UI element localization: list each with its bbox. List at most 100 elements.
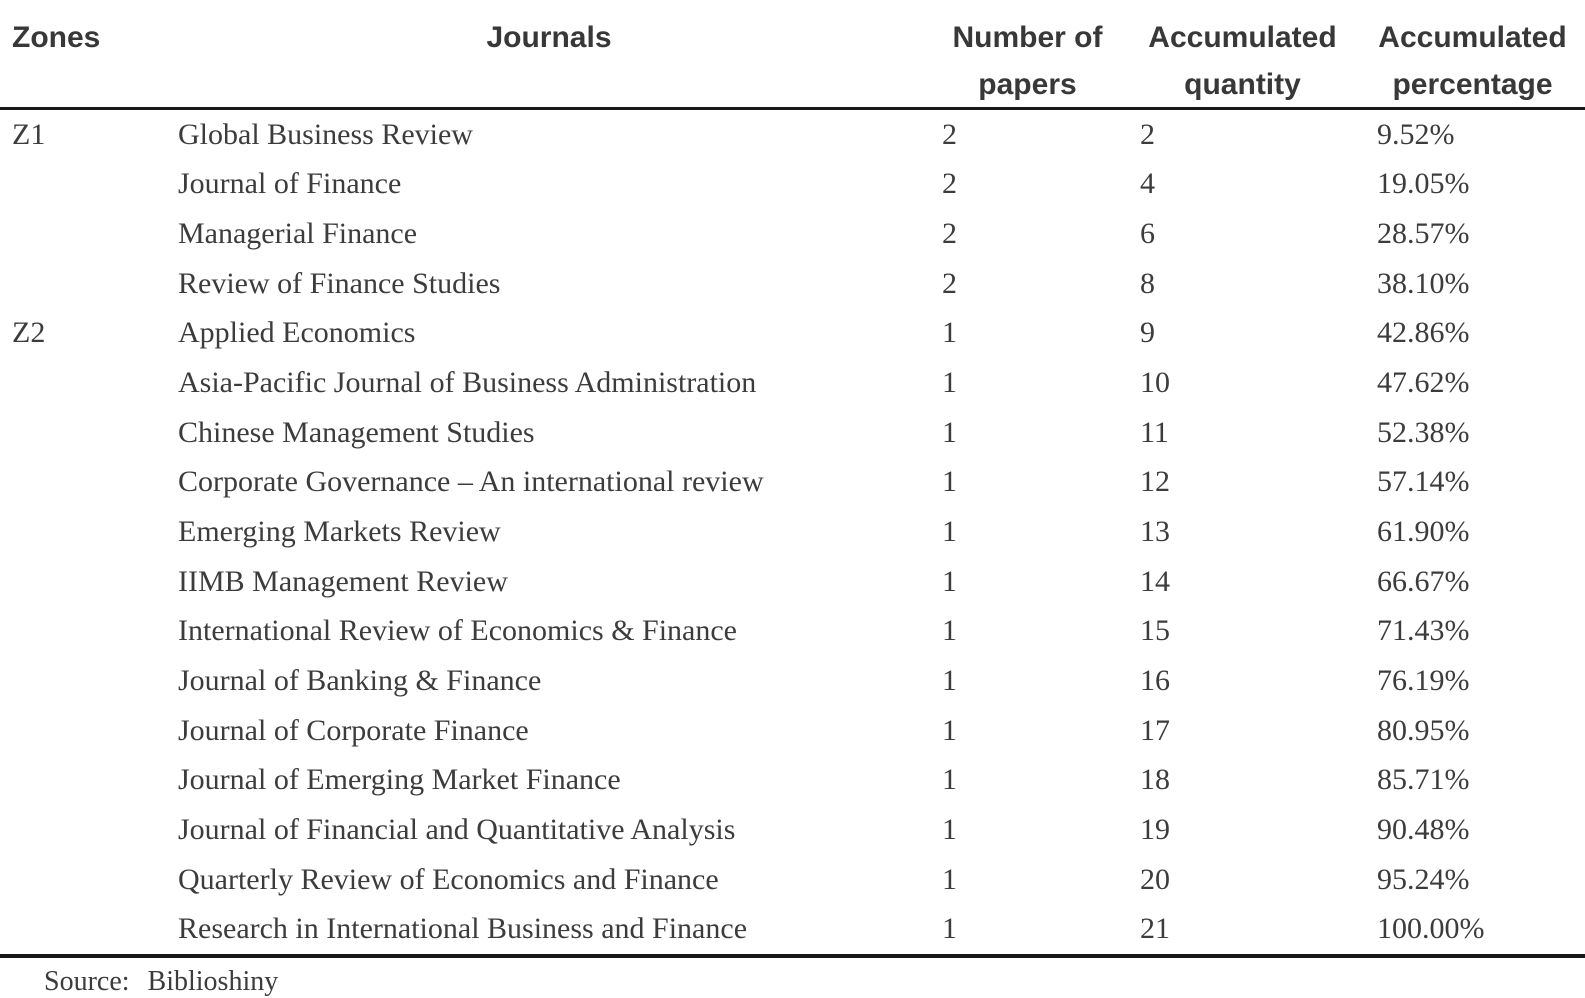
table-row: IIMB Management Review 1 14 66.67% (0, 557, 1585, 607)
column-header-zones: Zones (12, 21, 101, 54)
table-row: Journal of Emerging Market Finance 1 18 … (0, 755, 1585, 805)
journal-cell: Quarterly Review of Economics and Financ… (178, 862, 719, 896)
accumulated-quantity-cell: 17 (1140, 713, 1170, 747)
accumulated-quantity-cell: 15 (1140, 614, 1170, 648)
table-row: Review of Finance Studies 2 8 38.10% (0, 259, 1585, 309)
column-header-papers-line2: papers (978, 68, 1077, 101)
accumulated-quantity-cell: 16 (1140, 663, 1170, 697)
zone-cell: Z1 (12, 117, 46, 151)
column-header-papers-line1: Number of (952, 21, 1103, 54)
number-of-papers-cell: 1 (942, 465, 957, 499)
number-of-papers-cell: 1 (942, 912, 957, 946)
number-of-papers-cell: 1 (942, 614, 957, 648)
accumulated-quantity-cell: 20 (1140, 862, 1170, 896)
accumulated-percentage-cell: 42.86% (1377, 316, 1470, 350)
column-header-percentage-line1: Accumulated (1378, 21, 1567, 54)
number-of-papers-cell: 2 (942, 217, 957, 251)
journal-cell: Journal of Banking & Finance (178, 663, 542, 697)
accumulated-percentage-cell: 38.10% (1377, 266, 1470, 300)
accumulated-percentage-cell: 19.05% (1377, 167, 1470, 201)
accumulated-percentage-cell: 52.38% (1377, 415, 1470, 449)
journal-cell: Review of Finance Studies (178, 266, 501, 300)
column-header-accumulated-quantity: Accumulated quantity (1125, 14, 1360, 108)
table-row: Quarterly Review of Economics and Financ… (0, 855, 1585, 905)
number-of-papers-cell: 1 (942, 564, 957, 598)
table-row: International Review of Economics & Fina… (0, 606, 1585, 656)
journal-cell: Asia-Pacific Journal of Business Adminis… (178, 366, 757, 400)
table-header-row: Zones Journals Number of papers Accumula… (0, 0, 1585, 110)
table-row: Corporate Governance – An international … (0, 458, 1585, 508)
number-of-papers-cell: 1 (942, 316, 957, 350)
number-of-papers-cell: 1 (942, 862, 957, 896)
accumulated-percentage-cell: 61.90% (1377, 514, 1470, 548)
column-header-quantity-line1: Accumulated (1148, 21, 1337, 54)
table-row: Journal of Banking & Finance 1 16 76.19% (0, 656, 1585, 706)
accumulated-percentage-cell: 90.48% (1377, 812, 1470, 846)
journal-cell: Corporate Governance – An international … (178, 465, 764, 499)
accumulated-quantity-cell: 19 (1140, 812, 1170, 846)
source-label: Source: (44, 966, 130, 997)
table-row: Chinese Management Studies 1 11 52.38% (0, 408, 1585, 458)
accumulated-percentage-cell: 9.52% (1377, 117, 1455, 151)
accumulated-percentage-cell: 28.57% (1377, 217, 1470, 251)
accumulated-quantity-cell: 6 (1140, 217, 1155, 251)
journal-cell: Chinese Management Studies (178, 415, 535, 449)
journal-cell: Research in International Business and F… (178, 912, 748, 946)
accumulated-percentage-cell: 95.24% (1377, 862, 1470, 896)
number-of-papers-cell: 2 (942, 266, 957, 300)
table-row: Journal of Finance 2 4 19.05% (0, 160, 1585, 210)
number-of-papers-cell: 1 (942, 415, 957, 449)
source-value: Biblioshiny (147, 966, 279, 997)
column-header-number-of-papers: Number of papers (930, 14, 1125, 108)
accumulated-percentage-cell: 71.43% (1377, 614, 1470, 648)
column-header-quantity-line2: quantity (1184, 68, 1301, 101)
table-row: Research in International Business and F… (0, 904, 1585, 954)
accumulated-quantity-cell: 13 (1140, 514, 1170, 548)
table-row: Z2 Applied Economics 1 9 42.86% (0, 309, 1585, 359)
table-row: Journal of Financial and Quantitative An… (0, 805, 1585, 855)
accumulated-percentage-cell: 100.00% (1377, 912, 1485, 946)
journal-cell: Journal of Emerging Market Finance (178, 763, 621, 797)
journal-cell: Journal of Financial and Quantitative An… (178, 812, 736, 846)
accumulated-quantity-cell: 12 (1140, 465, 1170, 499)
accumulated-quantity-cell: 10 (1140, 366, 1170, 400)
accumulated-quantity-cell: 9 (1140, 316, 1155, 350)
accumulated-percentage-cell: 85.71% (1377, 763, 1470, 797)
table-row: Emerging Markets Review 1 13 61.90% (0, 507, 1585, 557)
accumulated-percentage-cell: 47.62% (1377, 366, 1470, 400)
table-row: Journal of Corporate Finance 1 17 80.95% (0, 706, 1585, 756)
number-of-papers-cell: 1 (942, 812, 957, 846)
source-note: Source: Biblioshiny (44, 966, 278, 998)
accumulated-percentage-cell: 57.14% (1377, 465, 1470, 499)
journal-cell: Applied Economics (178, 316, 416, 350)
journal-cell: Global Business Review (178, 117, 473, 151)
journal-cell: International Review of Economics & Fina… (178, 614, 737, 648)
table-body: Z1 Global Business Review 2 2 9.52% Jour… (0, 110, 1585, 958)
accumulated-quantity-cell: 21 (1140, 912, 1170, 946)
table-row: Z1 Global Business Review 2 2 9.52% (0, 110, 1585, 160)
journal-cell: Emerging Markets Review (178, 514, 501, 548)
table-row: Managerial Finance 2 6 28.57% (0, 209, 1585, 259)
journal-cell: Journal of Finance (178, 167, 402, 201)
journal-cell: IIMB Management Review (178, 564, 508, 598)
column-header-journals: Journals (486, 21, 612, 54)
number-of-papers-cell: 2 (942, 167, 957, 201)
accumulated-quantity-cell: 4 (1140, 167, 1155, 201)
table-row: Asia-Pacific Journal of Business Adminis… (0, 358, 1585, 408)
number-of-papers-cell: 1 (942, 713, 957, 747)
number-of-papers-cell: 2 (942, 117, 957, 151)
journal-cell: Managerial Finance (178, 217, 418, 251)
zone-cell: Z2 (12, 316, 46, 350)
number-of-papers-cell: 1 (942, 366, 957, 400)
number-of-papers-cell: 1 (942, 663, 957, 697)
accumulated-percentage-cell: 80.95% (1377, 713, 1470, 747)
accumulated-quantity-cell: 8 (1140, 266, 1155, 300)
accumulated-quantity-cell: 2 (1140, 117, 1155, 151)
accumulated-quantity-cell: 11 (1140, 415, 1169, 449)
accumulated-quantity-cell: 18 (1140, 763, 1170, 797)
accumulated-percentage-cell: 66.67% (1377, 564, 1470, 598)
number-of-papers-cell: 1 (942, 514, 957, 548)
journal-cell: Journal of Corporate Finance (178, 713, 529, 747)
accumulated-percentage-cell: 76.19% (1377, 663, 1470, 697)
column-header-accumulated-percentage: Accumulated percentage (1360, 14, 1585, 108)
